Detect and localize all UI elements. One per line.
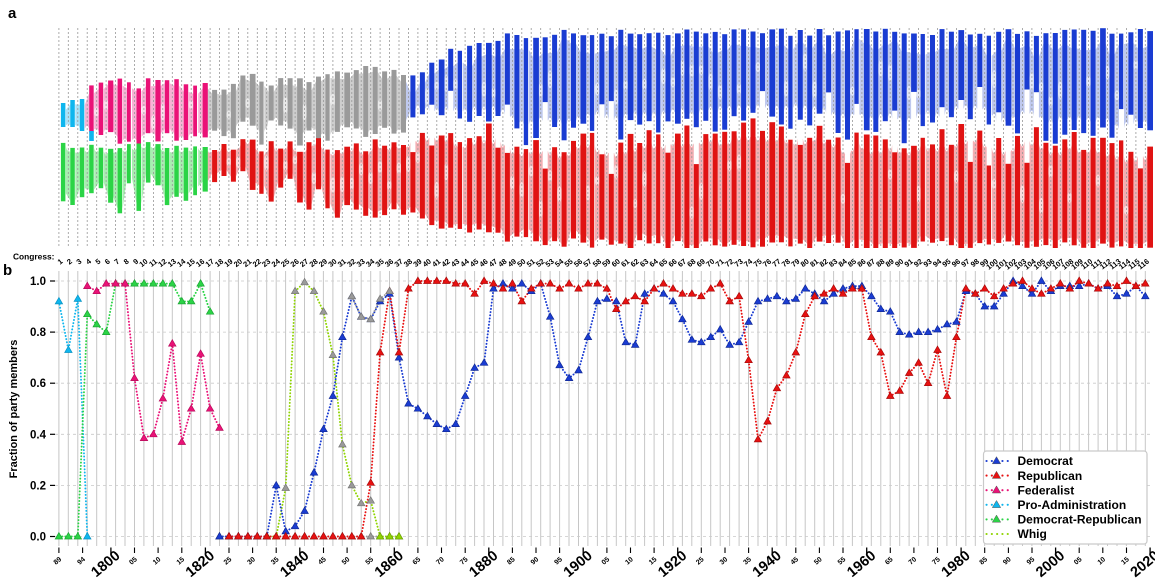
svg-text:Federalist: Federalist (1018, 483, 1075, 497)
svg-text:90: 90 (530, 556, 541, 566)
svg-text:94: 94 (76, 556, 87, 566)
svg-text:05: 05 (128, 556, 139, 566)
svg-text:0.8: 0.8 (30, 327, 47, 339)
svg-text:85: 85 (506, 556, 517, 566)
svg-text:Republican: Republican (1018, 469, 1083, 483)
svg-text:85: 85 (979, 556, 990, 566)
svg-text:Pro-Administration: Pro-Administration (1018, 498, 1127, 512)
svg-text:70: 70 (435, 556, 446, 566)
svg-text:0.6: 0.6 (30, 378, 46, 390)
svg-text:1: 1 (56, 257, 65, 267)
svg-text:89: 89 (53, 556, 64, 566)
svg-text:65: 65 (884, 556, 895, 566)
svg-text:05: 05 (1073, 556, 1084, 566)
svg-text:4: 4 (84, 256, 93, 266)
svg-text:11: 11 (147, 257, 159, 269)
svg-text:0.0: 0.0 (30, 532, 46, 544)
svg-text:5: 5 (94, 257, 103, 267)
svg-text:75: 75 (931, 556, 942, 566)
svg-text:2: 2 (65, 257, 74, 267)
svg-text:8: 8 (122, 257, 131, 267)
svg-text:05: 05 (601, 556, 612, 566)
svg-text:45: 45 (317, 556, 328, 566)
svg-text:70: 70 (908, 556, 919, 566)
svg-text:Congress:: Congress: (13, 252, 54, 262)
svg-text:10: 10 (624, 556, 635, 566)
svg-text:50: 50 (341, 556, 352, 566)
svg-text:95: 95 (553, 556, 564, 566)
svg-text:95: 95 (1026, 556, 1037, 566)
svg-text:75: 75 (459, 556, 470, 566)
svg-text:Democrat-Republican: Democrat-Republican (1018, 513, 1142, 527)
svg-text:35: 35 (270, 556, 281, 566)
svg-text:55: 55 (837, 556, 848, 566)
svg-text:45: 45 (790, 556, 801, 566)
svg-text:0.2: 0.2 (30, 480, 46, 492)
svg-text:7: 7 (112, 257, 121, 267)
svg-text:b: b (3, 262, 12, 279)
svg-text:25: 25 (695, 556, 706, 566)
svg-text:a: a (8, 5, 17, 22)
svg-text:9: 9 (131, 257, 140, 267)
svg-text:15: 15 (1120, 556, 1131, 566)
svg-text:10: 10 (1097, 556, 1108, 566)
svg-text:30: 30 (719, 556, 730, 566)
svg-text:1.0: 1.0 (30, 276, 46, 288)
svg-text:Fraction of party members: Fraction of party members (8, 340, 20, 479)
svg-text:10: 10 (152, 556, 163, 566)
svg-text:15: 15 (648, 556, 659, 566)
svg-text:35: 35 (742, 556, 753, 566)
svg-text:25: 25 (223, 556, 234, 566)
svg-text:90: 90 (1002, 556, 1013, 566)
svg-text:Whig: Whig (1018, 527, 1047, 541)
svg-text:30: 30 (246, 556, 257, 566)
svg-text:50: 50 (813, 556, 824, 566)
svg-text:55: 55 (365, 556, 376, 566)
svg-text:3: 3 (75, 257, 84, 267)
svg-text:Democrat: Democrat (1018, 454, 1073, 468)
svg-text:6: 6 (103, 257, 112, 267)
svg-text:15: 15 (176, 556, 187, 566)
svg-text:65: 65 (412, 556, 423, 566)
svg-text:0.4: 0.4 (30, 429, 47, 441)
